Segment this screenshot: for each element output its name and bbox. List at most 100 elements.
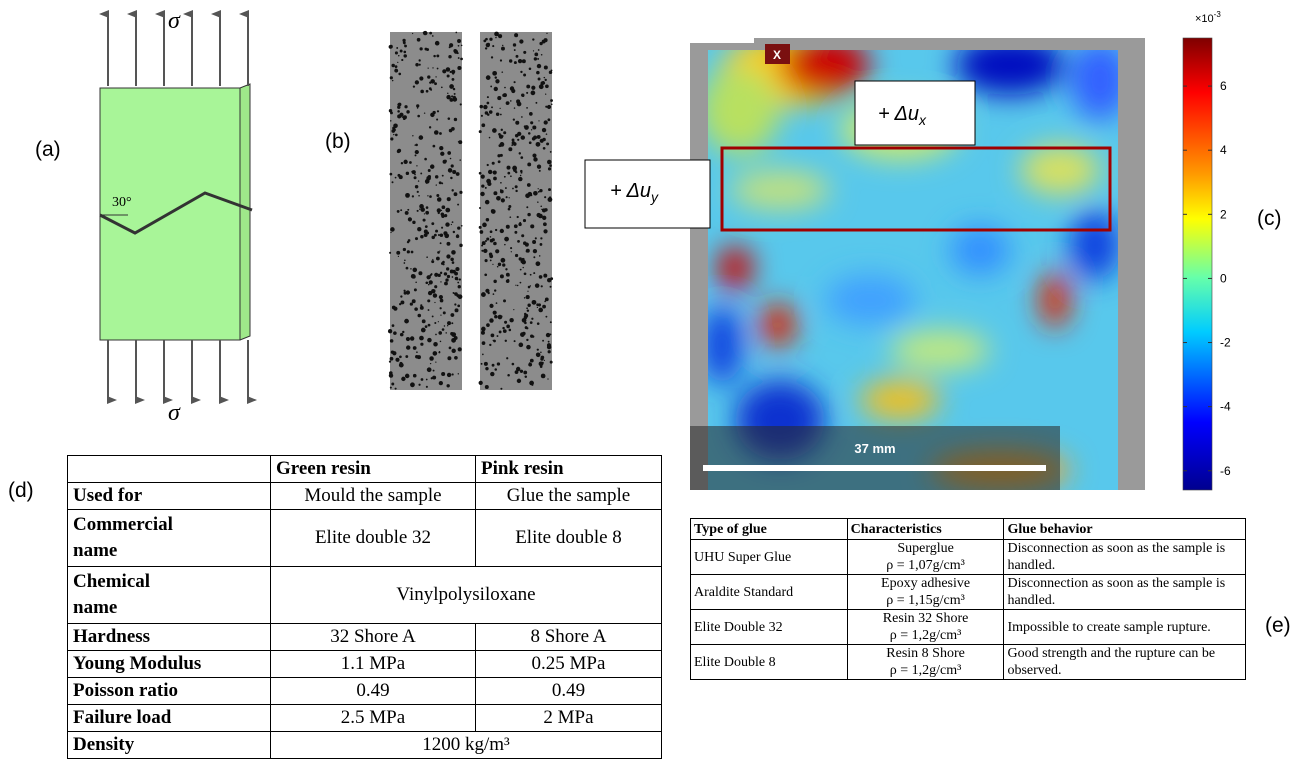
speckle: [492, 364, 495, 367]
speckle: [440, 314, 441, 315]
speckle: [501, 71, 503, 73]
speckle: [532, 38, 534, 40]
speckle: [489, 318, 493, 322]
speckle: [550, 321, 552, 323]
speckle: [448, 117, 451, 120]
row-label: Used for: [68, 483, 271, 510]
speckle: [520, 370, 523, 373]
speckle: [429, 195, 432, 198]
speckle: [542, 138, 545, 141]
speckle: [448, 55, 451, 58]
speckle: [506, 279, 510, 283]
speckle: [420, 90, 424, 94]
speckle: [404, 45, 407, 48]
speckle: [520, 170, 523, 173]
speckle: [456, 172, 460, 176]
label-text: + Δu: [610, 180, 651, 202]
speckle: [500, 229, 504, 233]
speckle: [506, 101, 510, 105]
specimen-sketch: 30° σ σ: [100, 8, 252, 426]
speckle: [424, 48, 427, 51]
speckle: [400, 50, 403, 53]
speckle: [505, 340, 507, 342]
label-subscript: y: [650, 189, 659, 205]
speckle: [534, 53, 538, 57]
speckle: [481, 327, 486, 332]
speckle: [445, 278, 448, 281]
speckle: [548, 350, 551, 353]
speckle: [530, 359, 534, 363]
speckle: [490, 239, 494, 243]
speckle: [538, 120, 539, 121]
speckle: [513, 118, 515, 120]
speckle: [526, 295, 530, 299]
speckle: [420, 235, 423, 238]
speckle: [550, 333, 552, 335]
speckle: [514, 49, 516, 51]
table-row: Used forMould the sampleGlue the sample: [68, 483, 662, 510]
row-label-text: Failure load: [73, 707, 171, 728]
speckle: [439, 132, 442, 135]
speckle: [494, 315, 497, 318]
speckle: [454, 118, 457, 121]
speckle: [447, 74, 450, 77]
speckle: [519, 39, 523, 43]
speckle: [517, 285, 518, 286]
speckle: [526, 206, 528, 208]
speckle: [539, 170, 541, 172]
speckle: [539, 189, 542, 192]
speckle: [406, 337, 410, 341]
speckle: [540, 237, 542, 239]
characteristic-text: Resin 32 Shore: [851, 610, 1001, 627]
speckle: [512, 138, 515, 141]
speckle: [530, 224, 534, 228]
speckle: [449, 84, 454, 89]
speckle: [490, 86, 492, 88]
speckle: [492, 45, 494, 47]
speckle: [517, 240, 520, 243]
speckle: [454, 192, 458, 196]
speckle: [453, 293, 454, 294]
speckle: [445, 222, 449, 226]
speckle: [536, 142, 541, 147]
speckle: [513, 43, 516, 46]
speckle: [492, 128, 497, 133]
speckle: [404, 260, 406, 262]
speckle: [432, 35, 434, 37]
speckle: [518, 59, 522, 63]
speckle: [485, 187, 487, 189]
speckle: [460, 103, 462, 105]
speckle: [438, 212, 440, 214]
speckle: [529, 112, 533, 116]
glue-behavior: Disconnection as soon as the sample is h…: [1004, 540, 1246, 575]
speckle: [430, 363, 431, 364]
speckle: [459, 159, 460, 160]
speckle: [398, 256, 399, 257]
table-row: Elite Double 32Resin 32 Shoreρ = 1,2g/cm…: [691, 610, 1246, 645]
speckle: [390, 357, 394, 361]
speckle: [390, 120, 391, 121]
speckle: [533, 272, 535, 274]
speckle: [486, 43, 490, 47]
speckle: [452, 373, 454, 375]
speckle: [416, 104, 419, 107]
speckle: [423, 219, 426, 222]
row-label-text: Chemical name: [73, 569, 193, 621]
speckle: [512, 188, 514, 190]
speckle: [491, 106, 493, 108]
speckle: [517, 216, 519, 218]
speckle: [396, 47, 398, 49]
density-text: ρ = 1,07g/cm³: [851, 557, 1001, 574]
speckle: [537, 135, 541, 139]
speckle: [457, 66, 461, 70]
speckle: [495, 229, 497, 231]
speckle: [501, 198, 505, 202]
speckle: [527, 304, 530, 307]
speckle: [524, 272, 527, 275]
speckle: [497, 154, 500, 157]
speckle: [426, 256, 428, 258]
speckle: [427, 338, 431, 342]
speckle: [461, 45, 463, 47]
speckle: [428, 169, 431, 172]
speckle: [514, 33, 518, 37]
